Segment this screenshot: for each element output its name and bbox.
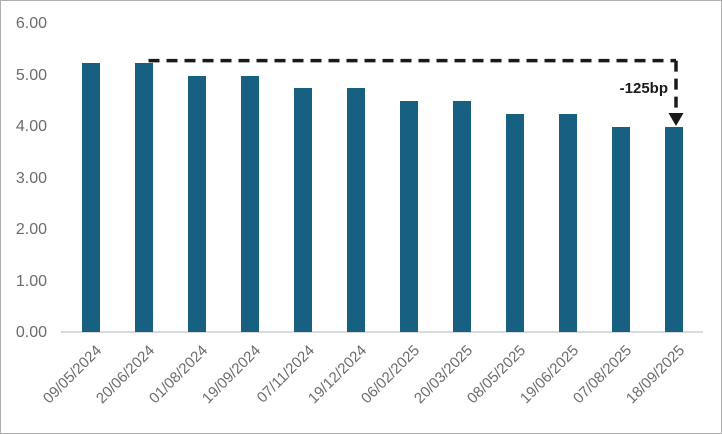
bar bbox=[187, 75, 206, 332]
y-tick-label: 0.00 bbox=[15, 324, 47, 341]
bar bbox=[611, 127, 630, 332]
annotation-label: -125bp bbox=[619, 80, 668, 97]
bar bbox=[452, 101, 471, 332]
bar bbox=[664, 127, 683, 332]
bar bbox=[505, 114, 524, 332]
y-tick-label: 4.00 bbox=[15, 118, 47, 135]
y-tick-label: 3.00 bbox=[15, 169, 47, 187]
y-tick-label: 5.00 bbox=[15, 66, 47, 84]
bar bbox=[399, 101, 418, 332]
bar bbox=[293, 88, 312, 332]
y-tick-label: 2.00 bbox=[15, 221, 47, 238]
y-tick-label: 6.00 bbox=[15, 15, 47, 32]
bar bbox=[81, 62, 100, 332]
x-axis-line bbox=[61, 331, 703, 333]
y-tick-label: 1.00 bbox=[15, 272, 47, 290]
bar bbox=[346, 88, 365, 332]
arrow-down-icon bbox=[668, 113, 684, 126]
bar bbox=[558, 114, 577, 332]
bar bbox=[240, 75, 259, 332]
bar bbox=[134, 62, 153, 332]
